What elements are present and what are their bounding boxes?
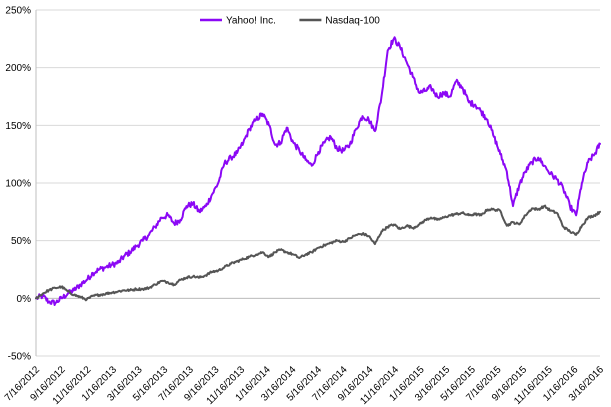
y-tick-label: 150% — [5, 121, 31, 132]
legend-label: Yahoo! Inc. — [226, 16, 276, 27]
series-lines — [35, 36, 601, 306]
y-tick-label: 200% — [5, 63, 31, 74]
series-line-nasdaq-100 — [35, 204, 601, 302]
y-tick-label: 250% — [5, 6, 31, 17]
series-line-yahoo — [35, 36, 601, 306]
y-tick-label: 100% — [5, 179, 31, 190]
y-tick-label: 0% — [17, 294, 32, 305]
y-tick-label: 50% — [11, 236, 31, 247]
y-tick-label: -50% — [8, 352, 31, 363]
legend-label: Nasdaq-100 — [325, 16, 380, 27]
legend: Yahoo! Inc. Nasdaq-100 — [200, 16, 380, 27]
